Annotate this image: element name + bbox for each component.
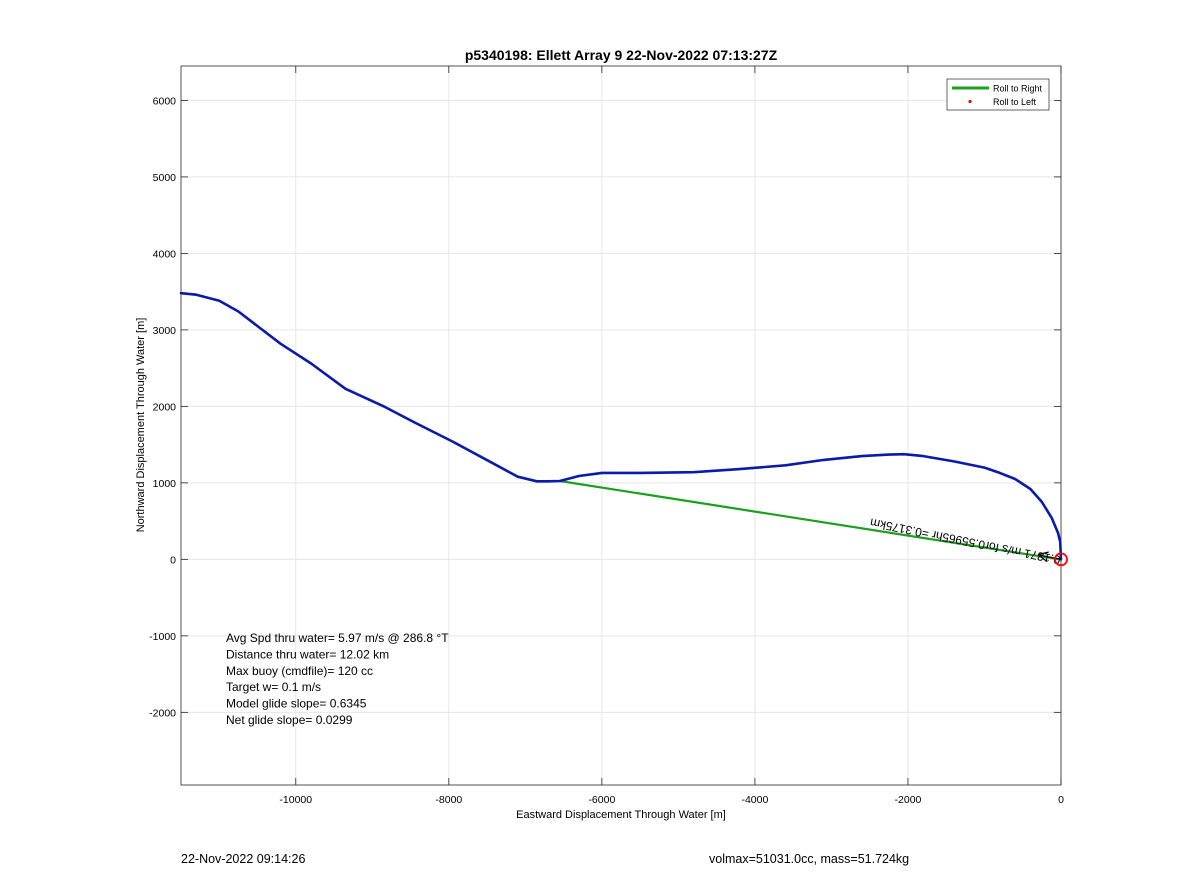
roll-to-right-segment bbox=[558, 479, 1062, 561]
x-tick-label: -6000 bbox=[588, 794, 615, 806]
y-tick-label: -2000 bbox=[149, 707, 176, 719]
y-tick-label: 4000 bbox=[153, 248, 177, 260]
stats-line: Avg Spd thru water= 5.97 m/s @ 286.8 °T bbox=[226, 631, 449, 645]
legend-dot-swatch bbox=[968, 99, 972, 104]
stats-line: Model glide slope= 0.6345 bbox=[226, 697, 367, 711]
stats-text-block: Avg Spd thru water= 5.97 m/s @ 286.8 °T D… bbox=[226, 631, 449, 727]
legend: Roll to Right Roll to Left bbox=[946, 78, 1050, 111]
y-tick-label: 6000 bbox=[153, 95, 177, 107]
glider-track-line bbox=[179, 291, 1063, 561]
current-vector-shaft bbox=[1037, 554, 1062, 560]
stats-line: Distance thru water= 12.02 km bbox=[226, 647, 389, 661]
legend-entry-label: Roll to Right bbox=[993, 84, 1043, 94]
stats-line: Max buoy (cmdfile)= 120 cc bbox=[226, 664, 373, 678]
x-tick-label: -10000 bbox=[279, 794, 312, 806]
current-vector-arrowhead bbox=[1037, 554, 1048, 562]
y-axis-label: Northward Displacement Through Water [m] bbox=[135, 318, 147, 533]
plot-series bbox=[179, 291, 1063, 561]
legend-box bbox=[946, 78, 1050, 111]
x-tick-label: -2000 bbox=[895, 794, 922, 806]
plot-area-frame bbox=[180, 65, 1062, 786]
current-vector-arrowhead bbox=[1037, 551, 1049, 556]
legend-entry-label: Roll to Left bbox=[993, 97, 1037, 107]
chart-title: p5340198: Ellett Array 9 22-Nov-2022 07:… bbox=[465, 47, 778, 63]
y-tick-label: 0 bbox=[170, 554, 176, 566]
footer-timestamp: 22-Nov-2022 09:14:26 bbox=[181, 852, 306, 866]
x-axis-label: Eastward Displacement Through Water [m] bbox=[516, 809, 726, 821]
axis-ticks: -10000 -8000 -6000 -4000 -2000 0-2000-1000010… bbox=[149, 66, 1064, 806]
end-position-marker bbox=[1054, 552, 1068, 567]
stats-line: Net glide slope= 0.0299 bbox=[226, 713, 353, 727]
stats-line: Target w= 0.1 m/s bbox=[226, 680, 321, 694]
x-tick-label: 0 bbox=[1058, 794, 1064, 806]
y-tick-label: 1000 bbox=[153, 478, 177, 490]
y-tick-label: 5000 bbox=[153, 172, 177, 184]
x-tick-label: -4000 bbox=[741, 794, 768, 806]
x-tick-label: -8000 bbox=[435, 794, 462, 806]
y-tick-label: 2000 bbox=[153, 401, 177, 413]
y-tick-label: -1000 bbox=[149, 631, 176, 643]
footer-vehicle-info: volmax=51031.0cc, mass=51.724kg bbox=[709, 852, 910, 866]
y-tick-label: 3000 bbox=[153, 325, 177, 337]
